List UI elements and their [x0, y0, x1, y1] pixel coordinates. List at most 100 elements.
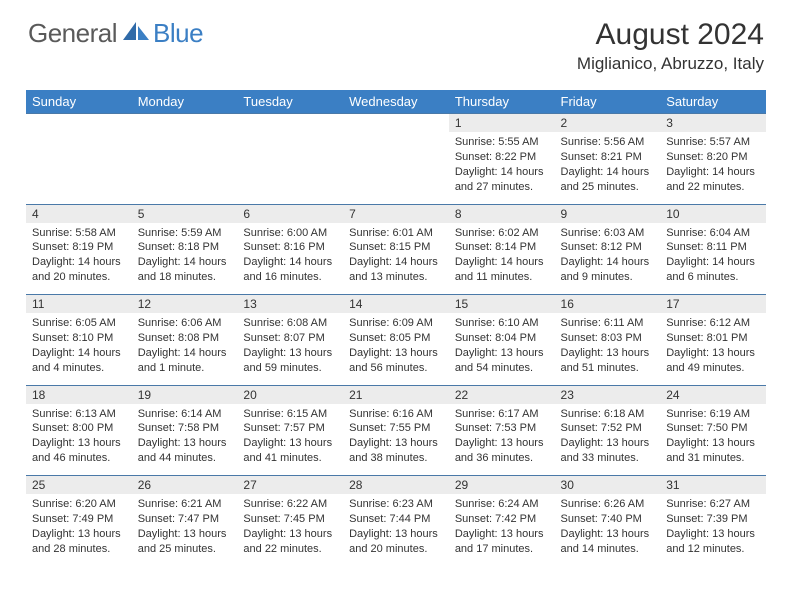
sunrise-line: Sunrise: 5:55 AM	[455, 135, 549, 150]
day-number-cell: 10	[660, 204, 766, 223]
daylight-line: Daylight: 13 hours and 25 minutes.	[138, 527, 232, 557]
day-content-cell: Sunrise: 6:24 AMSunset: 7:42 PMDaylight:…	[449, 494, 555, 566]
header: General Blue August 2024 Miglianico, Abr…	[0, 0, 792, 82]
sunrise-line: Sunrise: 5:57 AM	[666, 135, 760, 150]
sunset-line: Sunset: 8:14 PM	[455, 240, 549, 255]
day-number-cell: 8	[449, 204, 555, 223]
weekday-header: Thursday	[449, 90, 555, 114]
sunrise-line: Sunrise: 6:22 AM	[243, 497, 337, 512]
day-content-cell: Sunrise: 6:13 AMSunset: 8:00 PMDaylight:…	[26, 404, 132, 476]
daylight-line: Daylight: 13 hours and 17 minutes.	[455, 527, 549, 557]
daylight-line: Daylight: 13 hours and 36 minutes.	[455, 436, 549, 466]
sunset-line: Sunset: 7:39 PM	[666, 512, 760, 527]
day-content-cell: Sunrise: 5:58 AMSunset: 8:19 PMDaylight:…	[26, 223, 132, 295]
day-number-cell: 30	[555, 476, 661, 495]
sunrise-line: Sunrise: 6:02 AM	[455, 226, 549, 241]
sunrise-line: Sunrise: 6:10 AM	[455, 316, 549, 331]
location: Miglianico, Abruzzo, Italy	[577, 54, 764, 74]
sunrise-line: Sunrise: 6:12 AM	[666, 316, 760, 331]
day-number-row: 11121314151617	[26, 295, 766, 314]
day-content-cell: Sunrise: 6:03 AMSunset: 8:12 PMDaylight:…	[555, 223, 661, 295]
day-content-cell	[343, 132, 449, 204]
day-number-cell: 14	[343, 295, 449, 314]
day-content-cell: Sunrise: 6:19 AMSunset: 7:50 PMDaylight:…	[660, 404, 766, 476]
weekday-header: Tuesday	[237, 90, 343, 114]
day-content-cell: Sunrise: 6:17 AMSunset: 7:53 PMDaylight:…	[449, 404, 555, 476]
day-content-cell: Sunrise: 6:27 AMSunset: 7:39 PMDaylight:…	[660, 494, 766, 566]
daylight-line: Daylight: 13 hours and 46 minutes.	[32, 436, 126, 466]
daylight-line: Daylight: 13 hours and 22 minutes.	[243, 527, 337, 557]
daylight-line: Daylight: 14 hours and 13 minutes.	[349, 255, 443, 285]
sunrise-line: Sunrise: 6:19 AM	[666, 407, 760, 422]
sunset-line: Sunset: 8:11 PM	[666, 240, 760, 255]
day-content-cell: Sunrise: 6:06 AMSunset: 8:08 PMDaylight:…	[132, 313, 238, 385]
sunset-line: Sunset: 8:07 PM	[243, 331, 337, 346]
sunrise-line: Sunrise: 6:05 AM	[32, 316, 126, 331]
day-content-cell: Sunrise: 6:08 AMSunset: 8:07 PMDaylight:…	[237, 313, 343, 385]
sunrise-line: Sunrise: 6:14 AM	[138, 407, 232, 422]
sunrise-line: Sunrise: 6:09 AM	[349, 316, 443, 331]
day-content-cell: Sunrise: 6:14 AMSunset: 7:58 PMDaylight:…	[132, 404, 238, 476]
daylight-line: Daylight: 13 hours and 20 minutes.	[349, 527, 443, 557]
day-number-cell: 4	[26, 204, 132, 223]
day-number-cell: 27	[237, 476, 343, 495]
sunset-line: Sunset: 7:52 PM	[561, 421, 655, 436]
sunrise-line: Sunrise: 6:00 AM	[243, 226, 337, 241]
logo-text-blue: Blue	[153, 18, 203, 49]
day-number-cell: 23	[555, 385, 661, 404]
day-content-cell: Sunrise: 6:22 AMSunset: 7:45 PMDaylight:…	[237, 494, 343, 566]
day-content-cell: Sunrise: 6:26 AMSunset: 7:40 PMDaylight:…	[555, 494, 661, 566]
day-number-row: 45678910	[26, 204, 766, 223]
day-number-cell: 22	[449, 385, 555, 404]
day-number-cell: 19	[132, 385, 238, 404]
sunset-line: Sunset: 7:49 PM	[32, 512, 126, 527]
sunset-line: Sunset: 8:10 PM	[32, 331, 126, 346]
daylight-line: Daylight: 13 hours and 44 minutes.	[138, 436, 232, 466]
day-number-cell: 1	[449, 114, 555, 133]
sunset-line: Sunset: 8:21 PM	[561, 150, 655, 165]
daylight-line: Daylight: 13 hours and 56 minutes.	[349, 346, 443, 376]
day-content-cell: Sunrise: 6:10 AMSunset: 8:04 PMDaylight:…	[449, 313, 555, 385]
sunrise-line: Sunrise: 6:15 AM	[243, 407, 337, 422]
day-number-cell: 26	[132, 476, 238, 495]
day-content-cell: Sunrise: 5:59 AMSunset: 8:18 PMDaylight:…	[132, 223, 238, 295]
daylight-line: Daylight: 14 hours and 20 minutes.	[32, 255, 126, 285]
daylight-line: Daylight: 14 hours and 4 minutes.	[32, 346, 126, 376]
sunrise-line: Sunrise: 6:03 AM	[561, 226, 655, 241]
day-content-cell: Sunrise: 6:16 AMSunset: 7:55 PMDaylight:…	[343, 404, 449, 476]
day-number-cell	[343, 114, 449, 133]
day-content-cell	[132, 132, 238, 204]
sunset-line: Sunset: 7:50 PM	[666, 421, 760, 436]
day-number-cell: 29	[449, 476, 555, 495]
day-number-cell: 7	[343, 204, 449, 223]
weekday-header: Saturday	[660, 90, 766, 114]
sunset-line: Sunset: 7:42 PM	[455, 512, 549, 527]
sunset-line: Sunset: 8:04 PM	[455, 331, 549, 346]
day-content-cell: Sunrise: 5:57 AMSunset: 8:20 PMDaylight:…	[660, 132, 766, 204]
sunset-line: Sunset: 8:12 PM	[561, 240, 655, 255]
day-number-cell: 9	[555, 204, 661, 223]
day-content-cell: Sunrise: 6:02 AMSunset: 8:14 PMDaylight:…	[449, 223, 555, 295]
sunrise-line: Sunrise: 6:11 AM	[561, 316, 655, 331]
daylight-line: Daylight: 14 hours and 25 minutes.	[561, 165, 655, 195]
day-content-cell: Sunrise: 6:09 AMSunset: 8:05 PMDaylight:…	[343, 313, 449, 385]
day-content-row: Sunrise: 6:05 AMSunset: 8:10 PMDaylight:…	[26, 313, 766, 385]
sunrise-line: Sunrise: 6:27 AM	[666, 497, 760, 512]
logo-sail-icon	[121, 20, 151, 42]
day-content-cell: Sunrise: 6:12 AMSunset: 8:01 PMDaylight:…	[660, 313, 766, 385]
daylight-line: Daylight: 13 hours and 54 minutes.	[455, 346, 549, 376]
weekday-header: Sunday	[26, 90, 132, 114]
sunrise-line: Sunrise: 6:04 AM	[666, 226, 760, 241]
day-number-cell: 12	[132, 295, 238, 314]
day-number-cell: 11	[26, 295, 132, 314]
day-number-cell: 15	[449, 295, 555, 314]
sunset-line: Sunset: 8:19 PM	[32, 240, 126, 255]
daylight-line: Daylight: 13 hours and 31 minutes.	[666, 436, 760, 466]
day-content-cell: Sunrise: 6:18 AMSunset: 7:52 PMDaylight:…	[555, 404, 661, 476]
daylight-line: Daylight: 13 hours and 33 minutes.	[561, 436, 655, 466]
weekday-header: Wednesday	[343, 90, 449, 114]
day-number-cell	[26, 114, 132, 133]
day-content-cell: Sunrise: 6:21 AMSunset: 7:47 PMDaylight:…	[132, 494, 238, 566]
sunset-line: Sunset: 8:05 PM	[349, 331, 443, 346]
daylight-line: Daylight: 13 hours and 12 minutes.	[666, 527, 760, 557]
